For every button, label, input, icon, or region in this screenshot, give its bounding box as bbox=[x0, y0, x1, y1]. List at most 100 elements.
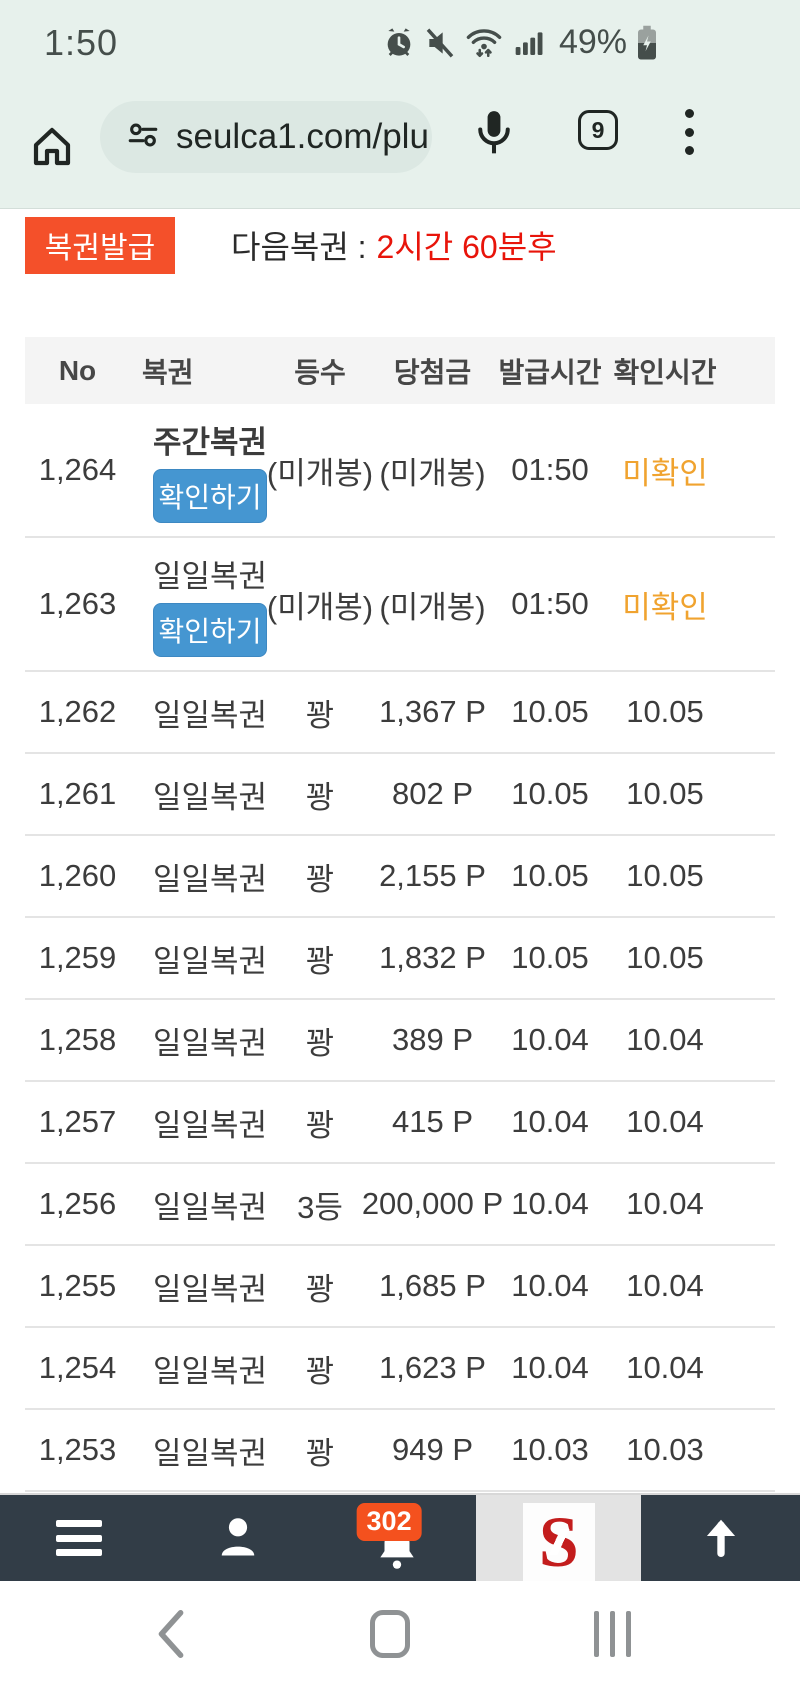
row-checked-time: 10.05 bbox=[626, 940, 704, 975]
row-prize: 2,155 P bbox=[379, 858, 486, 893]
row-issued-time: 10.05 bbox=[511, 776, 589, 811]
row-rank: 꽝 bbox=[305, 1353, 335, 1389]
check-lottery-button[interactable]: 확인하기 bbox=[153, 603, 267, 657]
kebab-menu-icon[interactable] bbox=[684, 109, 694, 155]
url-bar[interactable]: seulca1.com/plu bbox=[100, 101, 432, 173]
mic-icon[interactable] bbox=[472, 107, 516, 168]
site-logo: S bbox=[522, 1501, 595, 1582]
row-issued-time: 10.05 bbox=[511, 694, 589, 729]
row-no: 1,254 bbox=[38, 1350, 117, 1385]
recents-icon[interactable] bbox=[582, 1581, 642, 1687]
lottery-name: 일일복권 bbox=[152, 779, 268, 815]
lottery-name: 주간복권 bbox=[152, 425, 268, 460]
row-no: 1,259 bbox=[38, 940, 117, 975]
row-rank: 꽝 bbox=[305, 861, 335, 897]
row-lottery-cell: 일일복권 bbox=[130, 754, 290, 834]
row-issued-time: 10.03 bbox=[511, 1432, 589, 1467]
table-row: 1,253 일일복권 꽝 949 P 10.03 10.03 bbox=[25, 1410, 775, 1492]
row-lottery-cell: 일일복권 bbox=[130, 1328, 290, 1408]
row-no: 1,256 bbox=[38, 1186, 117, 1221]
site-footer-bar: 302 S bbox=[0, 1493, 800, 1588]
table-row: 1,262 일일복권 꽝 1,367 P 10.05 10.05 bbox=[25, 672, 775, 754]
table-body: 1,264 주간복권 확인하기 (미개봉) (미개봉) 01:50 미확인 1,… bbox=[25, 404, 775, 1492]
footer-notifications-button[interactable]: 302 bbox=[318, 1495, 477, 1581]
table-row: 1,256 일일복권 3등 200,000 P 10.04 10.04 bbox=[25, 1164, 775, 1246]
row-checked-time: 10.04 bbox=[626, 1268, 704, 1303]
row-issued-time: 10.04 bbox=[511, 1104, 589, 1139]
col-header-checked: 확인시간 bbox=[613, 356, 717, 388]
row-rank: 꽝 bbox=[305, 697, 335, 733]
battery-charging-icon bbox=[636, 25, 658, 61]
row-lottery-cell: 일일복권 bbox=[130, 1082, 290, 1162]
lottery-name: 일일복권 bbox=[152, 1353, 268, 1389]
row-checked-time: 10.05 bbox=[626, 858, 704, 893]
row-rank: (미개봉) bbox=[266, 455, 374, 491]
check-lottery-button[interactable]: 확인하기 bbox=[153, 469, 267, 523]
back-icon[interactable] bbox=[140, 1581, 200, 1687]
lottery-name: 일일복권 bbox=[152, 1107, 268, 1143]
row-no: 1,257 bbox=[38, 1104, 117, 1139]
row-issued-time: 10.04 bbox=[511, 1186, 589, 1221]
issue-lottery-button[interactable]: 복권발급 bbox=[25, 216, 175, 274]
row-checked-time: 10.05 bbox=[626, 694, 704, 729]
row-no: 1,261 bbox=[38, 776, 117, 811]
footer-scroll-top-button[interactable] bbox=[641, 1495, 800, 1581]
col-header-rank: 등수 bbox=[294, 356, 346, 388]
home-nav-icon[interactable] bbox=[360, 1581, 420, 1687]
row-issued-time: 10.04 bbox=[511, 1022, 589, 1057]
table-row: 1,259 일일복권 꽝 1,832 P 10.05 10.05 bbox=[25, 918, 775, 1000]
row-lottery-cell: 일일복권 bbox=[130, 836, 290, 916]
row-prize: 949 P bbox=[391, 1432, 473, 1467]
row-no: 1,263 bbox=[38, 586, 117, 621]
android-nav-bar bbox=[0, 1581, 800, 1687]
row-no: 1,253 bbox=[38, 1432, 117, 1467]
row-lottery-cell: 일일복권 확인하기 bbox=[130, 538, 290, 670]
scroll-top-icon bbox=[695, 1510, 747, 1567]
row-issued-time: 10.05 bbox=[511, 940, 589, 975]
lottery-name: 일일복권 bbox=[152, 943, 268, 979]
logo-letter: S bbox=[538, 1501, 579, 1582]
row-rank: 꽝 bbox=[305, 1435, 335, 1471]
tune-icon[interactable] bbox=[126, 118, 160, 157]
row-checked-time: 10.04 bbox=[626, 1350, 704, 1385]
table-row: 1,258 일일복권 꽝 389 P 10.04 10.04 bbox=[25, 1000, 775, 1082]
tab-switcher[interactable]: 9 bbox=[578, 110, 618, 150]
row-lottery-cell: 일일복권 bbox=[130, 1410, 290, 1490]
wifi-arrows-icon bbox=[465, 26, 503, 60]
footer-menu-button[interactable] bbox=[0, 1495, 159, 1581]
clock-time: 1:50 bbox=[44, 21, 119, 63]
row-prize: 1,623 P bbox=[379, 1350, 486, 1385]
person-icon bbox=[212, 1510, 264, 1567]
row-prize: 1,832 P bbox=[379, 940, 486, 975]
row-issued-time: 01:50 bbox=[511, 586, 589, 621]
next-lottery-text: 다음복권 : 2시간 60분후 bbox=[231, 222, 557, 268]
home-icon[interactable] bbox=[28, 123, 76, 176]
row-no: 1,255 bbox=[38, 1268, 117, 1303]
row-checked-time: 10.04 bbox=[626, 1022, 704, 1057]
row-rank: 꽝 bbox=[305, 943, 335, 979]
row-issued-time: 10.04 bbox=[511, 1268, 589, 1303]
row-checked-time: 10.05 bbox=[626, 776, 704, 811]
lottery-name: 일일복권 bbox=[152, 1271, 268, 1307]
row-checked-time: 미확인 bbox=[622, 455, 708, 491]
row-rank: 꽝 bbox=[305, 779, 335, 815]
row-lottery-cell: 일일복권 bbox=[130, 1246, 290, 1326]
row-rank: (미개봉) bbox=[266, 589, 374, 625]
footer-profile-button[interactable] bbox=[159, 1495, 318, 1581]
row-rank: 꽝 bbox=[305, 1107, 335, 1143]
row-lottery-cell: 일일복권 bbox=[130, 1000, 290, 1080]
row-checked-time: 10.04 bbox=[626, 1186, 704, 1221]
next-lottery-countdown: 2시간 60분후 bbox=[376, 229, 557, 265]
footer-site-logo[interactable]: S bbox=[476, 1495, 642, 1588]
row-lottery-cell: 일일복권 bbox=[130, 1164, 290, 1244]
col-header-lottery: 복권 bbox=[142, 356, 194, 388]
signal-icon bbox=[512, 27, 546, 59]
status-bar: 1:50 49% bbox=[0, 0, 800, 85]
lottery-name: 일일복권 bbox=[152, 1025, 268, 1061]
row-lottery-cell: 주간복권 확인하기 bbox=[130, 404, 290, 536]
url-text: seulca1.com/plu bbox=[176, 117, 429, 156]
row-prize: 802 P bbox=[391, 776, 473, 811]
row-issued-time: 10.05 bbox=[511, 858, 589, 893]
table-row: 1,254 일일복권 꽝 1,623 P 10.04 10.04 bbox=[25, 1328, 775, 1410]
lottery-table: No 복권 등수 당첨금 발급시간 확인시간 1,264 주간복권 확인하기 (… bbox=[25, 337, 775, 1492]
